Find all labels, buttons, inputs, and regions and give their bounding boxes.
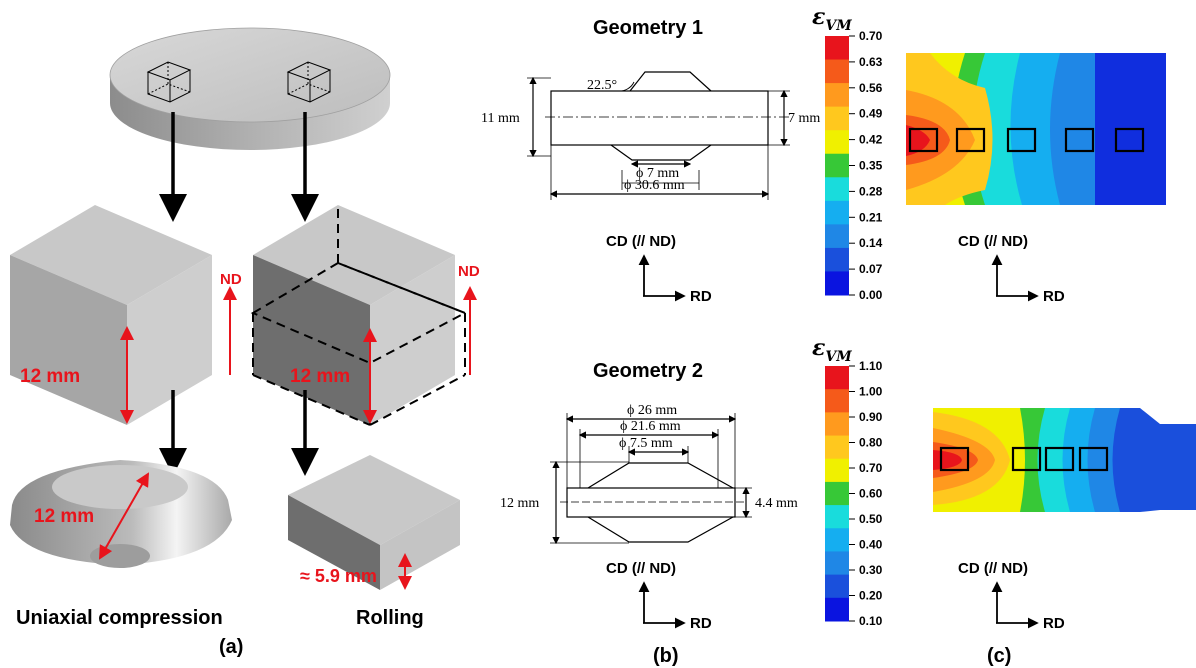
sample-cube-right	[286, 61, 332, 103]
strain-map-2	[933, 408, 1196, 512]
map2-axis-cd: CD (// ND)	[958, 560, 1028, 577]
colorbar-tick-label: 1.10	[859, 359, 883, 373]
colorbar-segment	[825, 106, 849, 131]
colorbar-tick-label: 0.90	[859, 410, 883, 424]
colorbar-segment	[825, 412, 849, 437]
colorbar-segment	[825, 551, 849, 576]
colorbar-tick-label: 0.10	[859, 614, 883, 628]
colorbar-segment	[825, 224, 849, 249]
geometry1-title: Geometry 1	[593, 17, 703, 39]
caption-compression: Uniaxial compression	[16, 607, 223, 629]
colorbar-segment	[825, 247, 849, 272]
colorbar-tick-label: 0.35	[859, 159, 883, 173]
caption-rolling: Rolling	[356, 607, 424, 629]
colorbar-tick-label: 0.00	[859, 288, 883, 302]
sample-cube-left	[146, 61, 192, 103]
panel-a-label: (a)	[219, 636, 243, 658]
colorbar-segment	[825, 177, 849, 202]
cube-left-dim-label: 12 mm	[20, 366, 80, 387]
colorbar-segment	[825, 366, 849, 390]
colorbar-segment	[825, 528, 849, 552]
dim-arrow-compressed	[99, 472, 149, 560]
colorbar-tick-label: 0.30	[859, 563, 883, 577]
geometry2-title: Geometry 2	[593, 360, 703, 382]
colorbar-tick-label: 0.14	[859, 236, 883, 250]
colorbar-segment	[825, 389, 849, 413]
panel-b-label: (b)	[653, 645, 679, 667]
geometry2-axis-cd: CD (// ND)	[606, 560, 676, 577]
colorbar-tick-label: 0.70	[859, 461, 883, 475]
panel-c-label: (c)	[987, 645, 1011, 667]
colorbar-tick-label: 0.70	[859, 29, 883, 43]
geometry2-drawing	[550, 413, 752, 545]
geometry1-axis-rd: RD	[690, 288, 712, 305]
geometry1-axis-cd: CD (// ND)	[606, 233, 676, 250]
colorbar-tick-label: 0.21	[859, 210, 883, 224]
colorbar-2: 1.10 1.00 0.90 0.80 0.70 0.60 0.50 0.40 0.30 0.20…	[825, 359, 883, 628]
cube-left	[10, 205, 237, 425]
rolled-dim-label: ≈ 5.9 mm	[300, 566, 377, 586]
colorbar-segment	[825, 200, 849, 225]
compressed-dim-label: 12 mm	[34, 506, 94, 527]
geometry1-outer-dia: ϕ 30.6 mm	[624, 178, 685, 193]
colorbar-segment	[825, 130, 849, 155]
geometry2-height: 12 mm	[500, 496, 539, 511]
colorbar-segment	[825, 597, 849, 622]
colorbar-tick-label: 0.63	[859, 55, 883, 69]
cube-right	[250, 205, 477, 426]
panel-c: εVM 0.70 0.63 0.56 0.49 0.42 0.35 0.28 0.21 0.14…	[812, 4, 1196, 667]
colorbar-segment	[825, 574, 849, 599]
colorbar-tick-label: 0.49	[859, 107, 883, 121]
colorbar-segment	[825, 505, 849, 529]
geometry2-dia-outer: ϕ 26 mm	[627, 403, 677, 418]
cube-right-dim-label: 12 mm	[290, 366, 350, 387]
geometry1-drawing	[527, 71, 790, 200]
panel-a: 12 mm ND 12 mm ND	[10, 27, 480, 658]
source-disk	[109, 27, 391, 150]
geometry1-angle: 22.5°	[587, 78, 617, 93]
map2-axis-rd: RD	[1043, 615, 1065, 632]
scale1-symbol: εVM	[812, 4, 852, 34]
colorbar-tick-label: 0.60	[859, 487, 883, 501]
cube-left-nd-label: ND	[220, 271, 242, 288]
strain-map-1	[906, 53, 1166, 205]
map1-axis-cd: CD (// ND)	[958, 233, 1028, 250]
scale2-symbol: εVM	[812, 335, 852, 365]
geometry2-dia-inner: ϕ 7.5 mm	[619, 436, 673, 451]
colorbar-tick-label: 0.42	[859, 133, 883, 147]
colorbar-tick-label: 0.20	[859, 589, 883, 603]
geometry2-dia-mid: ϕ 21.6 mm	[620, 419, 681, 434]
colorbar-segment	[825, 481, 849, 506]
rolled-sample	[288, 455, 460, 590]
colorbar-tick-label: 0.28	[859, 184, 883, 198]
geometry1-inner-dia: ϕ 7 mm	[636, 166, 679, 181]
colorbar-segment	[825, 36, 849, 61]
colorbar-tick-label: 0.56	[859, 81, 883, 95]
compressed-sample	[10, 460, 232, 568]
geometry1-height: 11 mm	[481, 111, 520, 126]
colorbar-segment	[825, 153, 849, 178]
colorbar-segment	[825, 435, 849, 460]
colorbar-segment	[825, 59, 849, 84]
map1-axis-rd: RD	[1043, 288, 1065, 305]
colorbar-tick-label: 0.50	[859, 512, 883, 526]
colorbar-segment	[825, 458, 849, 483]
panel-b: Geometry 1 22.5° 11 m	[481, 17, 820, 667]
geometry2-thickness: 4.4 mm	[755, 496, 798, 511]
colorbar-tick-label: 0.40	[859, 538, 883, 552]
colorbar-tick-label: 0.80	[859, 436, 883, 450]
geometry1-thickness: 7 mm	[788, 111, 820, 126]
geometry2-axis-rd: RD	[690, 615, 712, 632]
colorbar-segment	[825, 83, 849, 108]
cube-right-nd-label: ND	[458, 263, 480, 280]
colorbar-tick-label: 0.07	[859, 262, 883, 276]
colorbar-segment	[825, 271, 849, 296]
colorbar-1: 0.70 0.63 0.56 0.49 0.42 0.35 0.28 0.21 0.14 0.07…	[825, 29, 883, 302]
colorbar-tick-label: 1.00	[859, 385, 883, 399]
